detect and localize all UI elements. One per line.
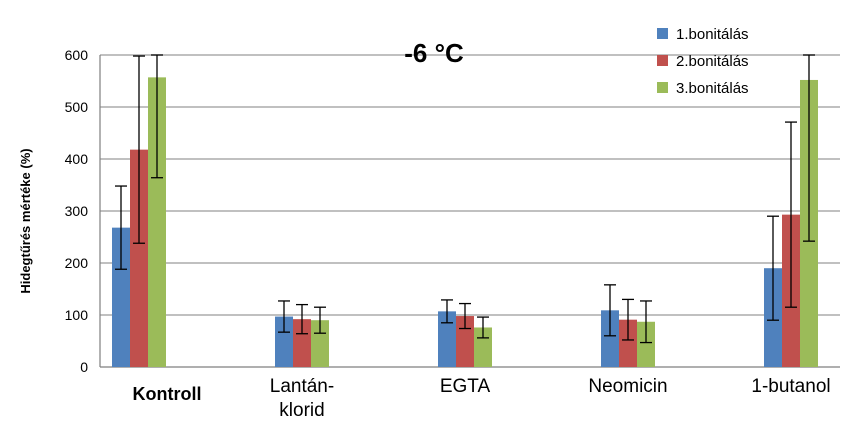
error-bar bbox=[133, 55, 145, 244]
y-axis-title: Hidegtűrés mértéke (%) bbox=[18, 148, 33, 293]
x-category-label: EGTA bbox=[440, 376, 491, 397]
error-bar bbox=[767, 215, 779, 321]
error-bar bbox=[477, 316, 489, 339]
bar-kontroll-series-1 bbox=[112, 227, 130, 367]
chart-title: -6 °C bbox=[404, 38, 464, 68]
legend-label: 2.bonitálás bbox=[676, 53, 749, 70]
y-tick-label: 0 bbox=[80, 359, 88, 375]
legend: 1.bonitálás 2.bonitálás 3.bonitálás bbox=[657, 26, 749, 97]
error-bar bbox=[296, 303, 308, 335]
error-bar bbox=[803, 54, 815, 242]
bar-neomicin-series-3 bbox=[637, 321, 655, 367]
error-bar bbox=[151, 54, 163, 179]
y-tick-label: 100 bbox=[65, 307, 89, 323]
error-bar bbox=[314, 306, 326, 334]
error-bar bbox=[441, 299, 453, 324]
legend-swatch bbox=[657, 28, 668, 39]
error-bar bbox=[622, 298, 634, 341]
legend-swatch bbox=[657, 82, 668, 93]
error-bar bbox=[604, 284, 616, 337]
legend-item: 2.bonitálás bbox=[657, 53, 749, 70]
bar-neomicin-series-1 bbox=[601, 310, 619, 367]
error-bar bbox=[115, 185, 127, 270]
y-tick-label: 200 bbox=[65, 255, 89, 271]
y-tick-label: 400 bbox=[65, 151, 89, 167]
bar-neomicin-series-2 bbox=[619, 319, 637, 367]
legend-swatch bbox=[657, 55, 668, 66]
x-category-label: Neomicin bbox=[588, 376, 667, 397]
y-tick-label: 500 bbox=[65, 99, 89, 115]
error-bar bbox=[278, 300, 290, 333]
legend-label: 3.bonitálás bbox=[676, 80, 749, 97]
bar-egta-series-1 bbox=[438, 311, 456, 367]
error-bars bbox=[115, 54, 815, 344]
x-category-label: Kontroll bbox=[133, 384, 202, 404]
bar-lant-n-klorid-series-3 bbox=[311, 320, 329, 367]
bar-kontroll-series-3 bbox=[148, 77, 166, 368]
gridlines bbox=[100, 54, 840, 316]
bar-lant-n-klorid-series-2 bbox=[293, 319, 311, 367]
legend-item: 1.bonitálás bbox=[657, 26, 749, 43]
error-bar bbox=[640, 300, 652, 344]
error-bar bbox=[459, 302, 471, 330]
legend-item: 3.bonitálás bbox=[657, 80, 749, 97]
y-tick-label: 300 bbox=[65, 203, 89, 219]
x-category-label: Lantán-klorid bbox=[270, 376, 334, 421]
error-bar bbox=[785, 121, 797, 308]
labels: 0 100 200 300 400 500 600 Kontroll Lantán-klorid… bbox=[65, 47, 831, 421]
bar-lant-n-klorid-series-1 bbox=[275, 316, 293, 367]
y-tick-label: 600 bbox=[65, 47, 89, 63]
bar-kontroll-series-2 bbox=[130, 149, 148, 367]
legend-label: 1.bonitálás bbox=[676, 26, 749, 43]
x-category-label: 1-butanol bbox=[751, 376, 830, 397]
